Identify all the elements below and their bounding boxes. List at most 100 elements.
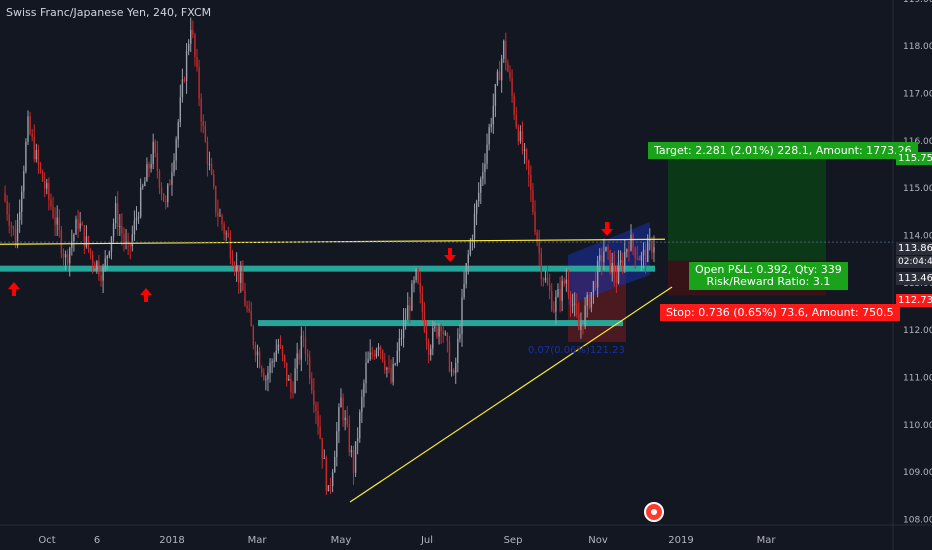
candle-body — [258, 351, 261, 368]
candle-body — [152, 141, 154, 164]
candle-body — [440, 326, 442, 332]
candle-body — [409, 305, 411, 311]
candle-body — [271, 361, 273, 363]
y-tick-label: 108.000 — [903, 516, 932, 526]
candle-body — [4, 192, 6, 202]
candle-body — [626, 249, 628, 252]
candle-body — [137, 216, 140, 218]
candle-body — [477, 192, 480, 202]
candle-body — [496, 71, 499, 85]
candle-body — [219, 215, 221, 217]
candle-body — [423, 311, 426, 331]
candle-body — [459, 334, 461, 339]
candle-body — [379, 346, 382, 351]
candle-body — [64, 254, 67, 258]
candle-body — [640, 255, 643, 261]
candle-body — [561, 280, 563, 301]
candle-body — [56, 217, 58, 225]
candle-body — [89, 249, 92, 255]
x-tick-label: Nov — [588, 535, 608, 546]
candle-body — [646, 240, 649, 262]
candle-body — [217, 212, 219, 216]
candle-body — [114, 203, 117, 224]
candle-body — [58, 217, 60, 231]
candle-body — [546, 277, 549, 285]
candle-body — [611, 262, 613, 273]
candle-body — [511, 78, 513, 96]
candle-body — [121, 226, 123, 235]
candle-body — [331, 472, 334, 486]
candle-body — [509, 71, 511, 79]
candle-body — [313, 390, 315, 405]
candle-body — [238, 265, 240, 283]
candle-body — [653, 247, 655, 253]
candle-body — [348, 424, 351, 453]
candle-body — [133, 220, 136, 235]
candle-body — [586, 295, 588, 306]
candle-body — [590, 292, 593, 308]
open-pnl-label[interactable]: Open P&L: 0.392, Qty: 339 Risk/Reward Ra… — [689, 262, 848, 290]
candle-body — [565, 279, 568, 284]
candle-body — [346, 417, 348, 425]
candle-body — [521, 131, 524, 151]
candle-body — [367, 359, 369, 363]
candle-body — [162, 193, 165, 202]
candle-body — [323, 458, 325, 460]
candle-body — [544, 277, 547, 281]
candle-body — [576, 303, 578, 315]
entry-price-tag: 113.469 — [896, 272, 932, 285]
candle-body — [221, 215, 223, 225]
candle-body — [306, 353, 309, 357]
candle-body — [465, 263, 467, 284]
candle-body — [317, 411, 319, 427]
candle-body — [340, 397, 342, 408]
candle-body — [551, 291, 553, 311]
tradingview-logo[interactable] — [644, 502, 664, 522]
candle-body — [580, 324, 582, 330]
candle-body — [273, 360, 275, 362]
candle-body — [617, 262, 620, 284]
candle-body — [131, 234, 134, 247]
candle-body — [196, 57, 198, 68]
up-arrow-icon — [8, 282, 20, 296]
support-zone-upper — [0, 265, 655, 272]
candle-body — [444, 333, 447, 335]
candle-body — [94, 263, 96, 269]
candle-body — [344, 417, 346, 421]
y-tick-label: 114.000 — [903, 232, 932, 242]
candle-body — [6, 201, 8, 215]
candle-body — [325, 458, 328, 492]
candle-body — [473, 213, 476, 239]
candle-body — [39, 163, 42, 171]
candle-body — [263, 372, 265, 380]
candle-body — [225, 233, 227, 235]
candle-body — [192, 29, 194, 35]
candle-body — [513, 95, 515, 115]
candle-body — [29, 116, 31, 134]
candle-body — [398, 338, 401, 351]
candle-body — [490, 124, 492, 128]
candle-body — [532, 189, 534, 212]
candle-body — [494, 84, 497, 107]
candle-body — [371, 352, 373, 355]
candle-body — [517, 127, 520, 142]
candle-body — [505, 40, 507, 64]
candle-body — [112, 223, 115, 237]
candle-body — [23, 171, 25, 192]
y-tick-label: 112.000 — [903, 326, 932, 336]
stop-price-tag: 112.733 — [896, 294, 932, 307]
countdown-tag: 02:04:47 — [896, 256, 932, 268]
candle-body — [356, 438, 359, 442]
stop-label[interactable]: Stop: 0.736 (0.65%) 73.6, Amount: 750.5 — [660, 304, 900, 321]
candle-body — [96, 261, 98, 269]
target-label[interactable]: Target: 2.281 (2.01%) 228.1, Amount: 177… — [648, 142, 918, 159]
x-tick-label: May — [331, 535, 352, 546]
candle-body — [584, 305, 586, 327]
candle-body — [388, 367, 390, 369]
candle-body — [173, 160, 175, 173]
candle-body — [329, 485, 332, 487]
candle-body — [35, 150, 38, 160]
candle-body — [411, 283, 413, 311]
candle-body — [407, 305, 409, 320]
